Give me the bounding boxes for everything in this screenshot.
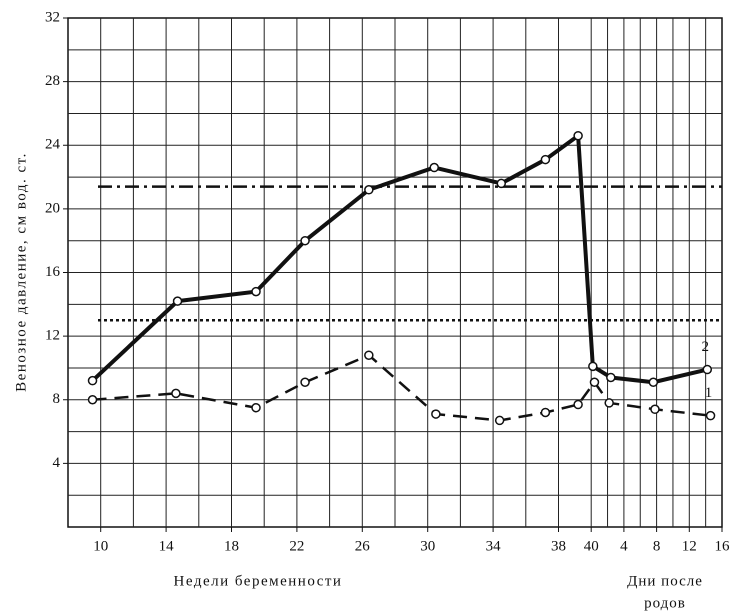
data-point [648,377,659,388]
x-axis-label: Недели беременности [174,573,343,589]
series-line [92,353,711,422]
data-point [300,377,310,388]
data-point [300,235,310,246]
data-point [429,162,439,173]
x-tick-label: 14 [159,538,175,554]
y-tick-label: 4 [53,455,61,471]
x-tick-label: 38 [551,538,566,554]
x-tick-label: 10 [93,538,108,554]
data-point [364,185,374,195]
data-point [87,395,98,405]
x-tick-label: 16 [715,538,731,554]
data-point [589,377,600,388]
series-line [91,133,708,385]
data-point [705,410,716,421]
x-axis-label-postpartum: Дни после [627,573,703,589]
data-point [606,372,616,383]
x-tick-label: 22 [289,538,304,554]
y-tick-label: 32 [45,9,60,25]
y-tick-label: 24 [45,137,61,153]
data-point [494,415,505,426]
x-tick-label: 26 [355,538,371,554]
y-axis-label: Венозное давление, см вод. ст. [13,152,29,392]
x-tick-label: 40 [584,538,599,554]
data-point [364,350,374,360]
x-tick-label: 18 [224,538,239,554]
data-point [171,388,181,399]
data-point [496,178,507,189]
data-point [87,375,98,386]
x-tick-label: 8 [653,538,661,554]
data-point [588,361,598,372]
y-tick-label: 20 [45,200,60,216]
y-tick-label: 12 [45,328,60,344]
data-point [573,130,583,141]
data-point [540,154,551,165]
x-axis-label-postpartum: родов [644,595,686,611]
x-tick-label: 30 [420,538,435,554]
data-point [431,409,441,419]
series-label: 2 [702,339,710,355]
x-tick-label: 12 [682,538,697,554]
data-point [251,286,261,297]
data-point [540,407,551,418]
series-label: 1 [705,385,713,401]
data-point [251,402,261,413]
y-tick-label: 16 [45,264,61,280]
x-tick-label: 4 [620,538,628,554]
y-tick-label: 8 [53,391,61,407]
data-point [573,399,583,410]
data-point [702,364,713,375]
data-point [650,404,660,415]
data-point [604,398,614,408]
y-tick-label: 28 [45,73,60,89]
data-point [172,296,183,306]
x-tick-label: 34 [486,538,502,554]
